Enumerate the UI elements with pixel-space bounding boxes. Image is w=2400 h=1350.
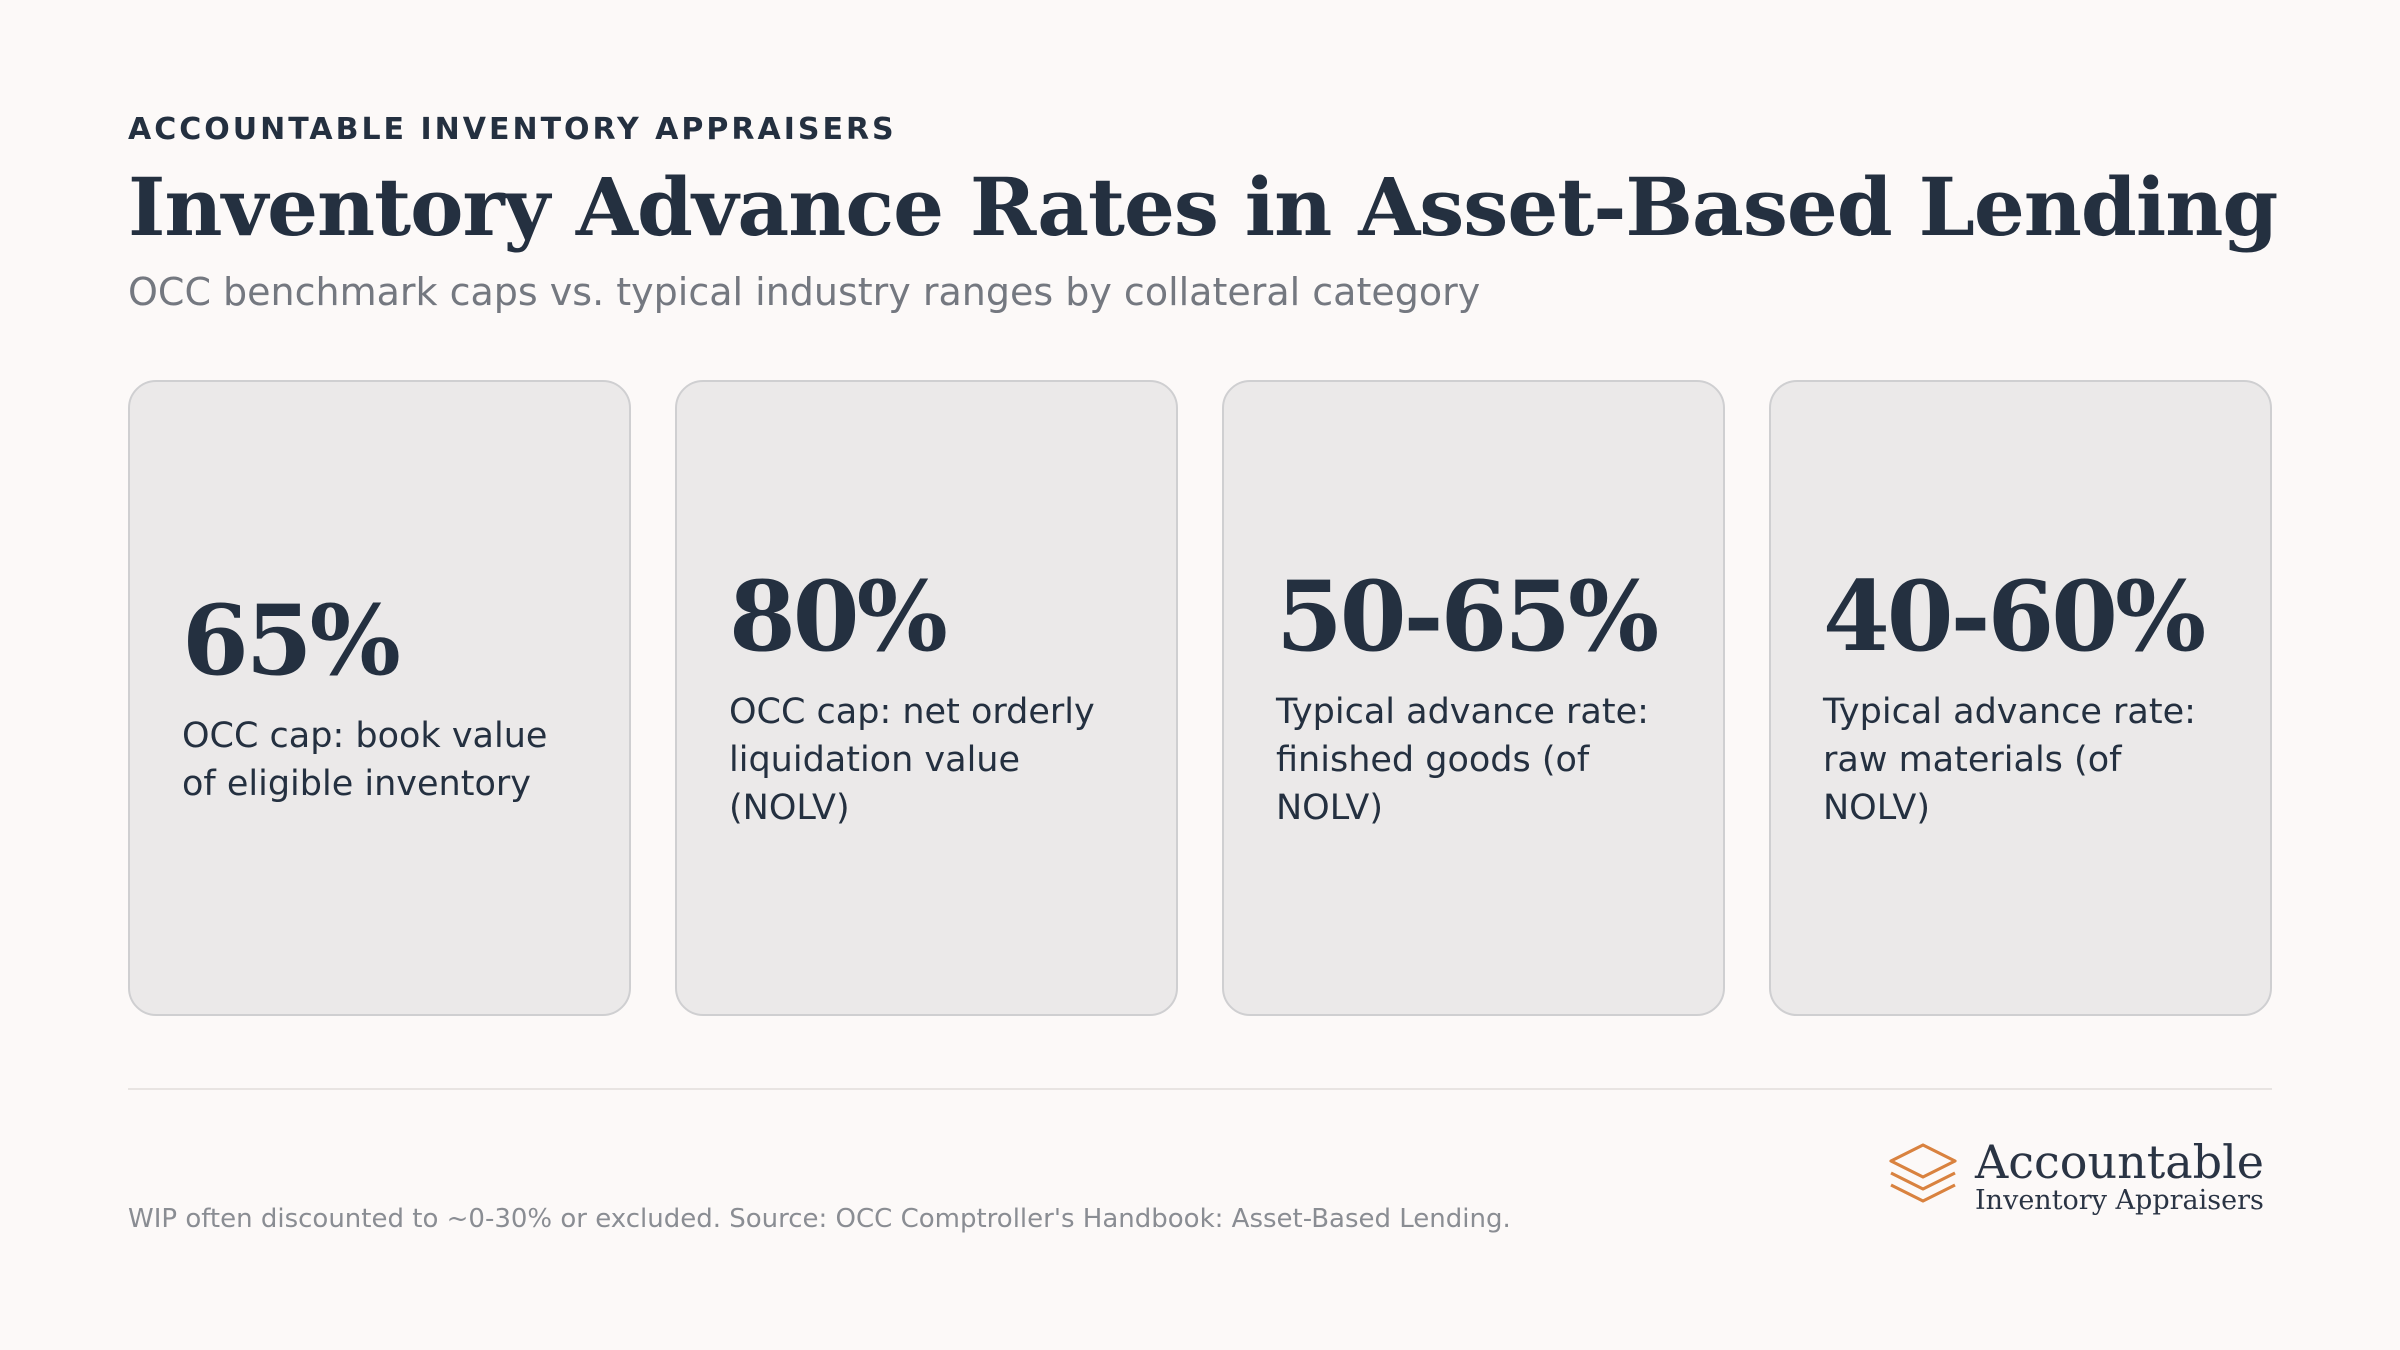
stat-label: Typical advance rate: raw materials (of … (1823, 691, 2196, 828)
stacked-layers-icon (1889, 1143, 1957, 1203)
page-title: Inventory Advance Rates in Asset-Based L… (128, 160, 2278, 254)
logo-wordmark: Accountable Inventory Appraisers (1975, 1138, 2264, 1216)
footer-divider (128, 1088, 2272, 1090)
stat-label: OCC cap: book value of eligible inventor… (182, 715, 548, 804)
stat-card: 80% OCC cap: net orderly liquidation val… (675, 380, 1178, 1016)
stat-value: 80% (729, 560, 948, 674)
stat-label: Typical advance rate: finished goods (of… (1276, 691, 1649, 828)
source-footnote: WIP often discounted to ~0-30% or exclud… (128, 1204, 1511, 1234)
stat-card: 40-60% Typical advance rate: raw materia… (1769, 380, 2272, 1016)
logo-name: Accountable (1975, 1135, 2264, 1189)
stat-cards: 65% OCC cap: book value of eligible inve… (128, 380, 2272, 1016)
stat-value: 65% (182, 584, 401, 698)
brand-logo: Accountable Inventory Appraisers (1885, 1138, 2264, 1216)
stat-card: 65% OCC cap: book value of eligible inve… (128, 380, 631, 1016)
stat-card: 50-65% Typical advance rate: finished go… (1222, 380, 1725, 1016)
page-subtitle: OCC benchmark caps vs. typical industry … (128, 270, 1481, 314)
eyebrow: ACCOUNTABLE INVENTORY APPRAISERS (128, 112, 897, 147)
logo-subtitle: Inventory Appraisers (1975, 1185, 2264, 1217)
stat-label: OCC cap: net orderly liquidation value (… (729, 691, 1095, 828)
stat-value: 50-65% (1276, 560, 1659, 674)
stat-value: 40-60% (1823, 560, 2206, 674)
